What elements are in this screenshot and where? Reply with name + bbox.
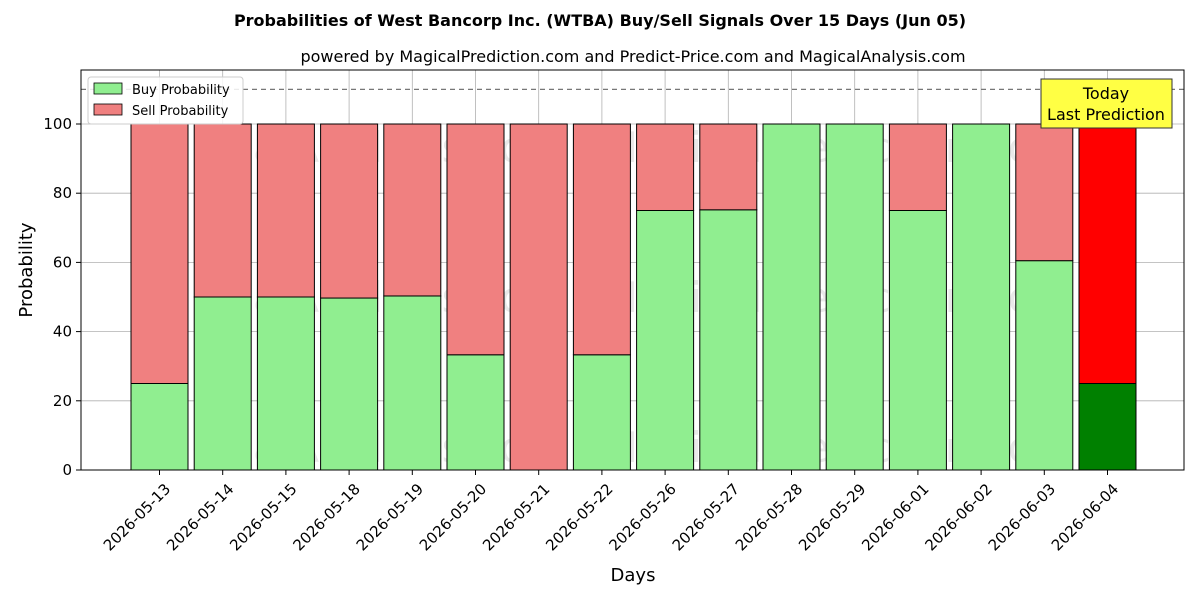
- bar-buy-2026-06-01: [888, 210, 947, 471]
- legend-label-sell: Sell Probability: [132, 104, 229, 119]
- chart-subtitle: powered by MagicalPrediction.com and Pre…: [300, 47, 965, 66]
- y-tick-label: 40: [53, 323, 72, 341]
- y-tick-label: 80: [53, 184, 72, 202]
- plot-frame: [80, 69, 1185, 471]
- bar-buy-2026-05-28: [762, 123, 821, 471]
- x-tick-label: 2026-06-03: [985, 480, 1059, 554]
- x-tick-label: 2026-05-14: [163, 480, 237, 554]
- today-annotation: Today Last Prediction: [1040, 78, 1173, 129]
- y-tick-label: 100: [43, 115, 72, 133]
- bar-buy-2026-05-29: [825, 123, 884, 471]
- y-tick-label: 20: [53, 392, 72, 410]
- x-tick-label: 2026-05-26: [605, 480, 679, 554]
- bar-sell-2026-05-18: [320, 123, 379, 299]
- bar-sell-2026-05-14: [193, 123, 252, 298]
- bar-buy-2026-06-02: [952, 123, 1011, 471]
- x-tick-label: 2026-05-19: [353, 480, 427, 554]
- bar-buy-2026-05-20: [446, 354, 505, 471]
- x-tick-label: 2026-05-29: [795, 480, 869, 554]
- bar-sell-2026-05-20: [446, 123, 505, 356]
- annotation-box: [1040, 78, 1173, 129]
- x-tick-label: 2026-05-21: [479, 480, 553, 554]
- x-tick-label: 2026-05-15: [226, 480, 300, 554]
- bars: [130, 123, 1137, 471]
- bar-sell-2026-06-03: [1015, 123, 1074, 262]
- legend-swatch-buy: [93, 82, 123, 95]
- x-axis: 2026-05-132026-05-142026-05-152026-05-18…: [100, 470, 1122, 554]
- bar-buy-2026-06-03: [1015, 260, 1074, 471]
- annotation-line-2: Last Prediction: [1047, 105, 1165, 124]
- x-tick-label: 2026-06-02: [921, 480, 995, 554]
- x-tick-label: 2026-05-18: [289, 480, 363, 554]
- legend-swatch-sell: [93, 103, 123, 116]
- x-tick-label: 2026-06-01: [858, 480, 932, 554]
- y-axis-label: Probability: [16, 222, 37, 317]
- bar-sell-2026-05-13: [130, 123, 189, 384]
- bar-buy-2026-05-22: [572, 354, 631, 471]
- bar-sell-2026-06-01: [888, 123, 947, 211]
- x-tick-label: 2026-06-04: [1048, 480, 1122, 554]
- bar-sell-2026-05-15: [256, 123, 315, 298]
- x-tick-label: 2026-05-28: [732, 480, 806, 554]
- legend-label-buy: Buy Probability: [132, 83, 230, 98]
- bar-sell-2026-05-21: [509, 123, 568, 471]
- bar-buy-2026-05-15: [256, 296, 315, 471]
- bar-sell-2026-06-04: [1078, 123, 1137, 384]
- bar-buy-2026-05-18: [320, 297, 379, 471]
- y-tick-label: 60: [53, 253, 72, 271]
- chart-title: Probabilities of West Bancorp Inc. (WTBA…: [234, 11, 966, 30]
- bar-buy-2026-06-04: [1078, 383, 1137, 471]
- bar-buy-2026-05-26: [636, 210, 695, 471]
- annotation-line-1: Today: [1082, 84, 1129, 103]
- bar-sell-2026-05-26: [636, 123, 695, 211]
- legend: Buy Probability Sell Probability: [87, 76, 244, 125]
- bar-buy-2026-05-27: [699, 209, 758, 471]
- legend-box: [87, 76, 244, 125]
- bar-buy-2026-05-14: [193, 296, 252, 471]
- bar-sell-2026-05-19: [383, 123, 442, 297]
- y-tick-label: 0: [62, 461, 72, 479]
- x-tick-label: 2026-05-22: [542, 480, 616, 554]
- y-axis: 0 20 40 60 80 100: [43, 115, 81, 479]
- x-tick-label: 2026-05-20: [416, 480, 490, 554]
- bar-sell-2026-05-22: [572, 123, 631, 356]
- bar-buy-2026-05-19: [383, 295, 442, 471]
- x-tick-label: 2026-05-27: [669, 480, 743, 554]
- x-tick-label: 2026-05-13: [100, 480, 174, 554]
- bar-sell-2026-05-27: [699, 123, 758, 211]
- bar-buy-2026-05-13: [130, 383, 189, 471]
- x-axis-label: Days: [611, 565, 656, 586]
